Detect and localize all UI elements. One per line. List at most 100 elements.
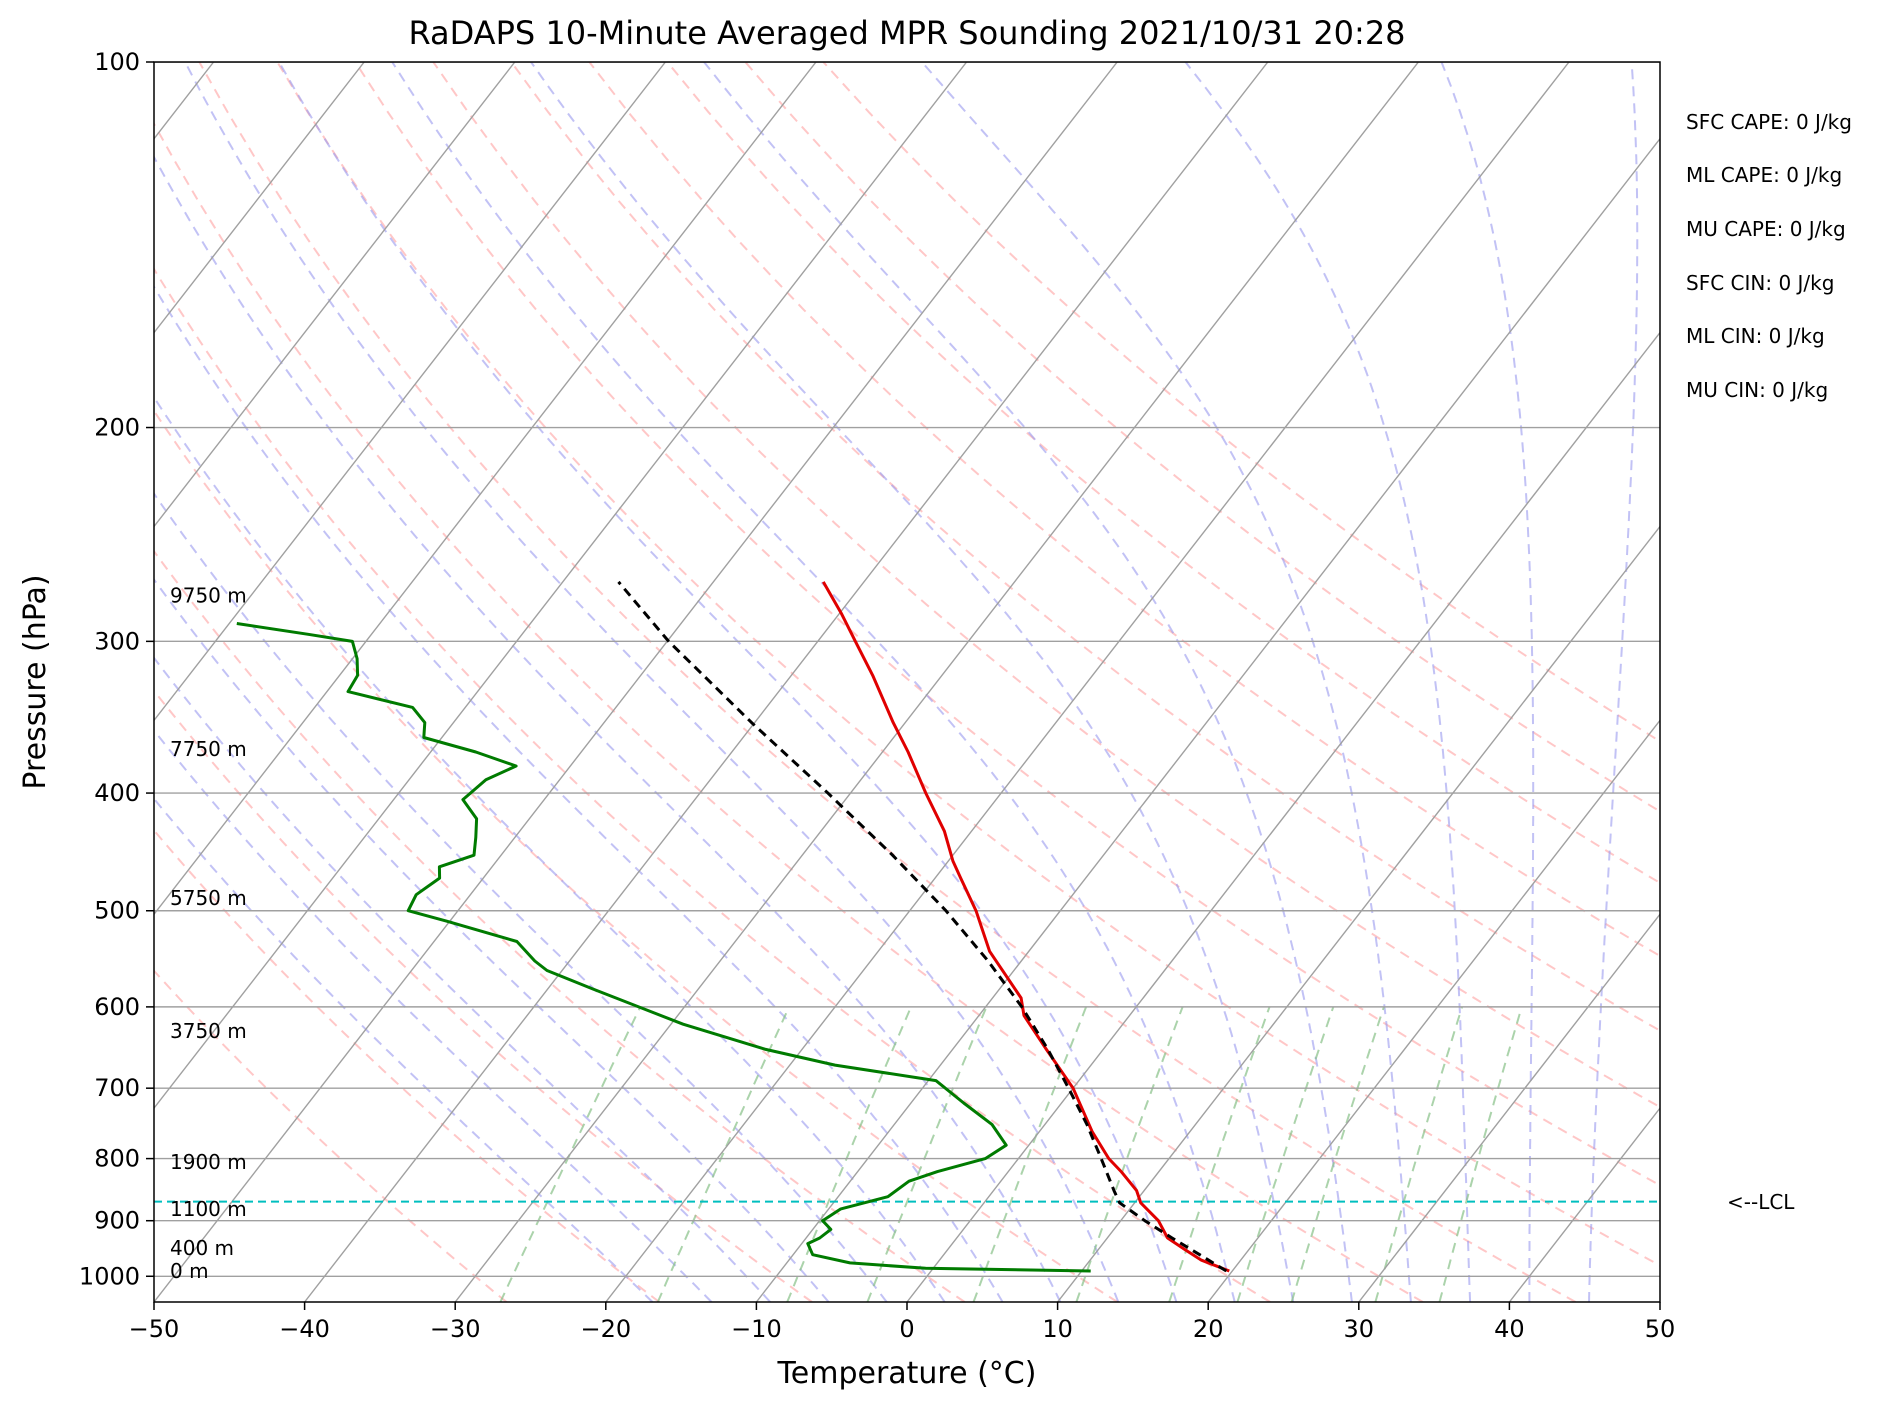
mixing-ratio-line (656, 1006, 790, 1302)
y-tick-label: 600 (94, 993, 140, 1021)
y-tick-label: 800 (94, 1145, 140, 1173)
dry-adiabat (432, 62, 1660, 1109)
dry-adiabat (588, 62, 1660, 958)
mixing-ratio-line (866, 1006, 988, 1302)
isotherm-line (154, 62, 666, 722)
moist-adiabat (154, 285, 1004, 1302)
gridlines (154, 62, 1660, 1302)
y-tick-label: 1000 (79, 1262, 140, 1290)
height-label: 3750 m (170, 1019, 247, 1043)
mixing-ratio-line (1290, 1006, 1385, 1302)
height-label: 1900 m (170, 1150, 247, 1174)
y-tick-label: 900 (94, 1207, 140, 1235)
y-tick-label: 200 (94, 414, 140, 442)
dry-adiabat (154, 689, 813, 1302)
dry-adiabat (276, 62, 1660, 1267)
moist-adiabat (703, 62, 1353, 1302)
mixing-ratio-line (786, 1006, 912, 1302)
x-tick-label: −20 (580, 1315, 631, 1343)
isotherm-line (454, 62, 1419, 1302)
height-label: 400 m (170, 1236, 234, 1260)
x-tick-label: 0 (899, 1315, 914, 1343)
stat-ml-cape: ML CAPE: 0 J/kg (1686, 163, 1843, 187)
moist-adiabat (184, 62, 1120, 1302)
x-tick-label: 10 (1042, 1315, 1073, 1343)
isotherm-line (154, 62, 968, 1110)
stat-mu-cape: MU CAPE: 0 J/kg (1686, 217, 1846, 241)
dry-adiabat (666, 62, 1660, 885)
sounding-series (154, 580, 1660, 1273)
moist-adiabat (154, 728, 713, 1302)
moist-adiabat (391, 62, 1236, 1302)
moist-adiabat (1184, 62, 1472, 1302)
moist-adiabat (154, 577, 830, 1302)
height-label: 5750 m (170, 886, 247, 910)
isotherm-line (154, 62, 516, 528)
isotherm-line (605, 62, 1570, 1302)
dry-adiabat (154, 969, 508, 1302)
mixing-ratio-line (499, 1006, 642, 1302)
moist-adiabat (1440, 62, 1535, 1302)
y-tick-label: 700 (94, 1074, 140, 1102)
height-label: 9750 m (170, 583, 247, 607)
stat-sfc-cin: SFC CIN: 0 J/kg (1686, 271, 1835, 295)
moist-adiabat (154, 797, 654, 1302)
x-tick-label: −50 (129, 1315, 180, 1343)
mixing-ratio-line (1075, 1006, 1184, 1302)
isotherm-line (1207, 719, 1660, 1302)
mixing-ratio-line (1236, 1006, 1335, 1302)
chart-title: RaDAPS 10-Minute Averaged MPR Sounding 2… (408, 14, 1405, 52)
height-label: 7750 m (170, 737, 247, 761)
dry-adiabat (154, 549, 966, 1302)
moist-adiabat (154, 155, 1062, 1302)
isotherm-line (154, 62, 365, 334)
isotherm-line (1659, 1300, 1660, 1302)
y-tick-label: 400 (94, 779, 140, 807)
mixing-ratio-line (972, 1006, 1088, 1302)
temperature-line (821, 581, 1230, 1273)
moist-adiabat (154, 491, 888, 1302)
moist-adiabat (921, 62, 1412, 1302)
x-tick-label: 30 (1344, 1315, 1375, 1343)
moist-adiabat (154, 395, 946, 1302)
height-label: 1100 m (170, 1197, 247, 1221)
y-tick-label: 300 (94, 627, 140, 655)
y-tick-label: 100 (94, 48, 140, 76)
reference-lines (154, 62, 1660, 1302)
moist-adiabat (530, 62, 1295, 1302)
isotherm-line (154, 62, 817, 916)
dry-adiabat (510, 62, 1660, 1032)
x-tick-label: 20 (1193, 1315, 1224, 1343)
isotherm-line (906, 331, 1660, 1302)
lcl-label: <--LCL (1727, 1190, 1795, 1214)
x-tick-label: 40 (1494, 1315, 1525, 1343)
isotherm-line (154, 62, 1118, 1302)
dewpoint-line (236, 622, 1091, 1273)
moist-adiabat (1588, 62, 1639, 1302)
height-label: 0 m (170, 1259, 209, 1283)
isotherm-line (304, 62, 1269, 1302)
isotherm-line (1358, 913, 1660, 1302)
dry-adiabat (154, 828, 660, 1302)
isotherm-line (1057, 525, 1660, 1302)
stat-ml-cin: ML CIN: 0 J/kg (1686, 324, 1825, 348)
dry-adiabat (154, 409, 1119, 1302)
x-tick-label: 50 (1645, 1315, 1676, 1343)
stat-sfc-cape: SFC CAPE: 0 J/kg (1686, 110, 1852, 134)
dry-adiabat (354, 62, 1660, 1187)
dry-adiabat (154, 121, 1424, 1302)
mixing-ratio-line (1168, 1006, 1271, 1302)
dry-adiabat (198, 62, 1577, 1302)
mixing-ratio-line (1438, 1006, 1523, 1302)
y-tick-label: 500 (94, 897, 140, 925)
moist-adiabat (154, 656, 771, 1302)
x-tick-label: −40 (279, 1315, 330, 1343)
stat-mu-cin: MU CIN: 0 J/kg (1686, 378, 1829, 402)
x-tick-label: −30 (430, 1315, 481, 1343)
mixing-ratio-line (1374, 1006, 1464, 1302)
x-axis-ticks: −50 −40 −30 −20 −10 0 10 20 30 40 50 (129, 1302, 1676, 1343)
dry-adiabat (744, 62, 1660, 813)
y-axis-label: Pressure (hPa) (18, 574, 53, 789)
